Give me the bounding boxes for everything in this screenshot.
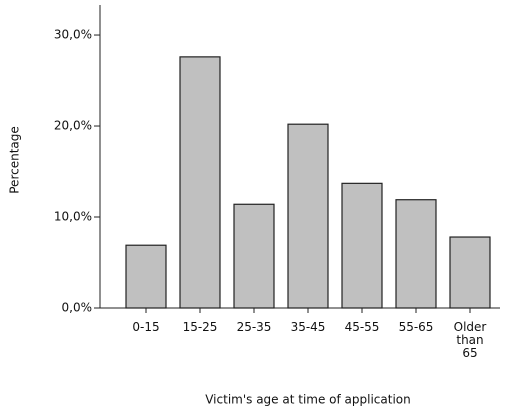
x-tick-label-box: 45-55 <box>344 321 380 334</box>
x-tick-label: 55-65 <box>398 321 434 334</box>
x-tick-label: 35-45 <box>290 321 326 334</box>
y-tick-label: 0,0% <box>62 301 93 315</box>
bar <box>449 236 491 309</box>
x-tick-label-box: 0-15 <box>132 321 160 334</box>
bar <box>179 56 221 309</box>
x-tick-label: 25-35 <box>236 321 272 334</box>
y-tick-label: 10,0% <box>54 210 92 224</box>
x-tick-label: Older than 65 <box>453 321 487 360</box>
x-tick-label-box: 35-45 <box>290 321 326 334</box>
bar <box>341 182 383 309</box>
x-tick-label-box: 25-35 <box>236 321 272 334</box>
x-tick-label-box: 15-25 <box>182 321 218 334</box>
x-tick-label: 45-55 <box>344 321 380 334</box>
x-tick-label-box: Older than 65 <box>453 321 487 360</box>
x-tick-label: 0-15 <box>132 321 160 334</box>
x-axis-title: Victim's age at time of application <box>205 393 411 407</box>
y-axis-title: Percentage <box>8 126 22 194</box>
bar <box>287 123 329 309</box>
bar <box>125 244 167 309</box>
y-tick-label: 20,0% <box>54 119 92 133</box>
bar <box>395 199 437 309</box>
bar <box>233 203 275 309</box>
x-tick-label: 15-25 <box>182 321 218 334</box>
y-tick-label: 30,0% <box>54 28 92 42</box>
x-tick-label-box: 55-65 <box>398 321 434 334</box>
